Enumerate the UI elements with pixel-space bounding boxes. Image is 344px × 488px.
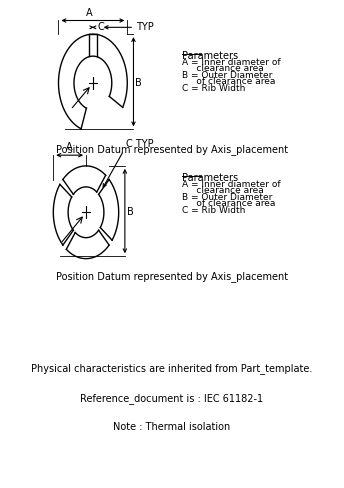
Text: Reference_document is : IEC 61182-1: Reference_document is : IEC 61182-1 xyxy=(80,393,264,404)
Text: clearance area: clearance area xyxy=(182,64,264,73)
Text: B = Outer Diameter: B = Outer Diameter xyxy=(182,71,273,80)
Text: Position Datum represented by Axis_placement: Position Datum represented by Axis_place… xyxy=(56,271,288,282)
Text: B: B xyxy=(135,78,142,88)
Text: Parameters: Parameters xyxy=(182,173,238,183)
Text: C: C xyxy=(98,22,105,32)
Text: TYP: TYP xyxy=(136,22,154,32)
Text: of clearance area: of clearance area xyxy=(182,199,276,208)
Text: C = Rib Width: C = Rib Width xyxy=(182,206,246,215)
Text: of clearance area: of clearance area xyxy=(182,77,276,86)
Text: A = Inner diameter of: A = Inner diameter of xyxy=(182,58,281,66)
Text: clearance area: clearance area xyxy=(182,186,264,195)
Text: A: A xyxy=(86,8,93,18)
Text: A: A xyxy=(66,142,73,152)
Text: Position Datum represented by Axis_placement: Position Datum represented by Axis_place… xyxy=(56,144,288,155)
Text: B: B xyxy=(127,207,133,217)
Text: C = Rib Width: C = Rib Width xyxy=(182,84,246,93)
Text: Physical characteristics are inherited from Part_template.: Physical characteristics are inherited f… xyxy=(31,364,313,374)
Text: Note : Thermal isolation: Note : Thermal isolation xyxy=(114,422,230,432)
Text: B = Outer Diameter: B = Outer Diameter xyxy=(182,193,273,202)
Text: A = Inner diameter of: A = Inner diameter of xyxy=(182,180,281,188)
Text: C TYP: C TYP xyxy=(126,139,153,149)
Text: Parameters: Parameters xyxy=(182,51,238,61)
